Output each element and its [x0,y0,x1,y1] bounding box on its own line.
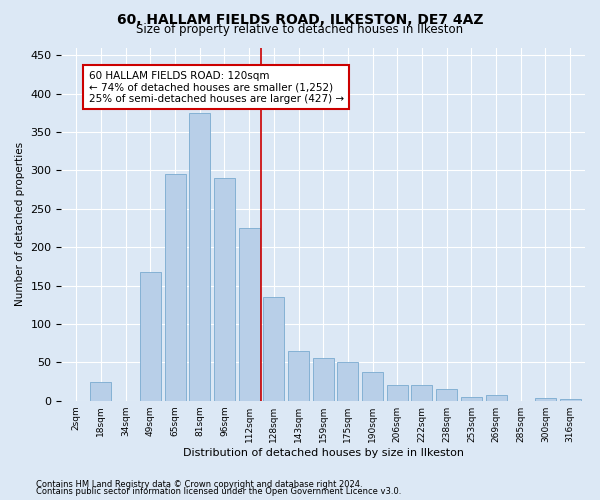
Text: Contains HM Land Registry data © Crown copyright and database right 2024.: Contains HM Land Registry data © Crown c… [36,480,362,489]
Bar [164,174,185,400]
Bar [313,358,334,401]
Bar [362,372,383,400]
Text: Contains public sector information licensed under the Open Government Licence v3: Contains public sector information licen… [36,487,401,496]
Bar [189,113,210,401]
Y-axis label: Number of detached properties: Number of detached properties [15,142,25,306]
Bar [535,398,556,400]
Bar [461,397,482,400]
X-axis label: Distribution of detached houses by size in Ilkeston: Distribution of detached houses by size … [183,448,464,458]
Bar [387,386,408,400]
Text: 60 HALLAM FIELDS ROAD: 120sqm
← 74% of detached houses are smaller (1,252)
25% o: 60 HALLAM FIELDS ROAD: 120sqm ← 74% of d… [89,70,344,104]
Bar [288,351,309,401]
Bar [560,399,581,400]
Bar [412,386,433,400]
Bar [91,382,112,400]
Bar [239,228,260,400]
Bar [337,362,358,401]
Bar [140,272,161,400]
Bar [436,389,457,400]
Bar [485,394,506,400]
Text: Size of property relative to detached houses in Ilkeston: Size of property relative to detached ho… [136,22,464,36]
Bar [214,178,235,400]
Text: 60, HALLAM FIELDS ROAD, ILKESTON, DE7 4AZ: 60, HALLAM FIELDS ROAD, ILKESTON, DE7 4A… [117,12,483,26]
Bar [263,297,284,401]
